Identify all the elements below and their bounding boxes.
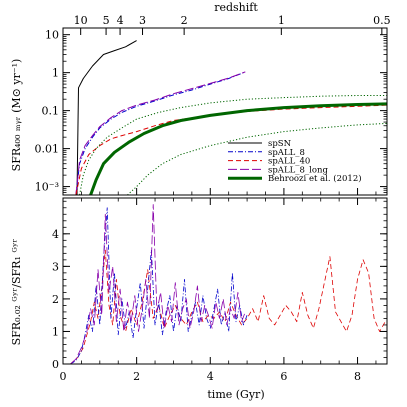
- redshift-tick-label: 2: [181, 14, 188, 27]
- top-frame: [62, 27, 388, 196]
- x-tick-label: 0: [60, 370, 67, 383]
- top-redshift-axis: 10 5 4 3 2 1 0.5: [74, 14, 391, 35]
- x-tick-label: 8: [354, 370, 361, 383]
- redshift-tick-label: 5: [103, 14, 110, 27]
- redshift-tick-label: 3: [139, 14, 146, 27]
- bottom-y-tick-label: 2: [52, 293, 59, 306]
- bottom-series-spall-8-long: [70, 204, 246, 364]
- top-series-spall-40: [75, 104, 387, 195]
- top-series-behroozi-et-al-2012: [89, 102, 387, 195]
- top-series-spall-8: [75, 72, 244, 195]
- x-tick-label: 4: [207, 370, 214, 383]
- top-y-tick-label: 10: [45, 29, 59, 42]
- bottom-frame: [62, 197, 388, 365]
- legend-label-spsn: spSN: [268, 139, 292, 149]
- x-axis: 0 2 4 6 8: [60, 370, 362, 383]
- bottom-y-tick-label: 3: [52, 260, 59, 273]
- bottom-series-spall-8: [70, 207, 248, 364]
- redshift-tick-label: 4: [117, 14, 124, 27]
- redshift-tick-label: 1: [278, 14, 285, 27]
- legend-label-spall-8-long: spALL_8_long: [268, 165, 328, 175]
- redshift-tick-label: 10: [74, 14, 88, 27]
- top-series-group: [75, 40, 387, 195]
- legend-label-behroozi-et-al-2012: Behroozi et al. (2012): [268, 173, 362, 184]
- top-y-tick-label: 0.1: [42, 105, 60, 118]
- bottom-series-spall-40: [70, 249, 386, 364]
- redshift-tick-label: 0.5: [373, 14, 391, 27]
- bottom-y-tick-label: 0: [52, 358, 59, 371]
- redshift-axis-label: redshift: [214, 1, 258, 14]
- top-y-tick-label: 10⁻³: [35, 181, 59, 194]
- legend-label-spall-40: spALL_40: [268, 157, 310, 167]
- top-y-tick-label: 1: [52, 67, 59, 80]
- top-series-spsn: [76, 40, 137, 195]
- bottom-y-axis-label: SFR₀.₀₂ ᴳʸʳ/SFR₁ ᴳʸʳ: [10, 238, 23, 345]
- x-tick-label: 6: [280, 370, 287, 383]
- bottom-panel: 0 1 2 3 4: [52, 197, 388, 371]
- top-panel: 10 1 0.1 0.01 10⁻³: [35, 27, 388, 196]
- bottom-y-tick-label: 4: [52, 228, 59, 241]
- legend: spSNspALL_8spALL_40spALL_8_longBehroozi …: [228, 139, 362, 184]
- legend-label-spall-8: spALL_8: [268, 148, 305, 158]
- top-series-spall-8-long: [75, 71, 246, 195]
- x-tick-label: 2: [133, 370, 140, 383]
- top-y-tick-label: 0.01: [35, 143, 60, 156]
- bottom-series-group: [70, 204, 386, 364]
- bottom-y-tick-label: 1: [52, 325, 59, 338]
- top-series-behroozi-lower: [127, 122, 387, 195]
- top-y-axis-label: SFR₄₀₀ ₘᵧᵣ (M⊙ yr⁻¹): [10, 59, 23, 172]
- x-axis-label: time (Gyr): [207, 388, 264, 401]
